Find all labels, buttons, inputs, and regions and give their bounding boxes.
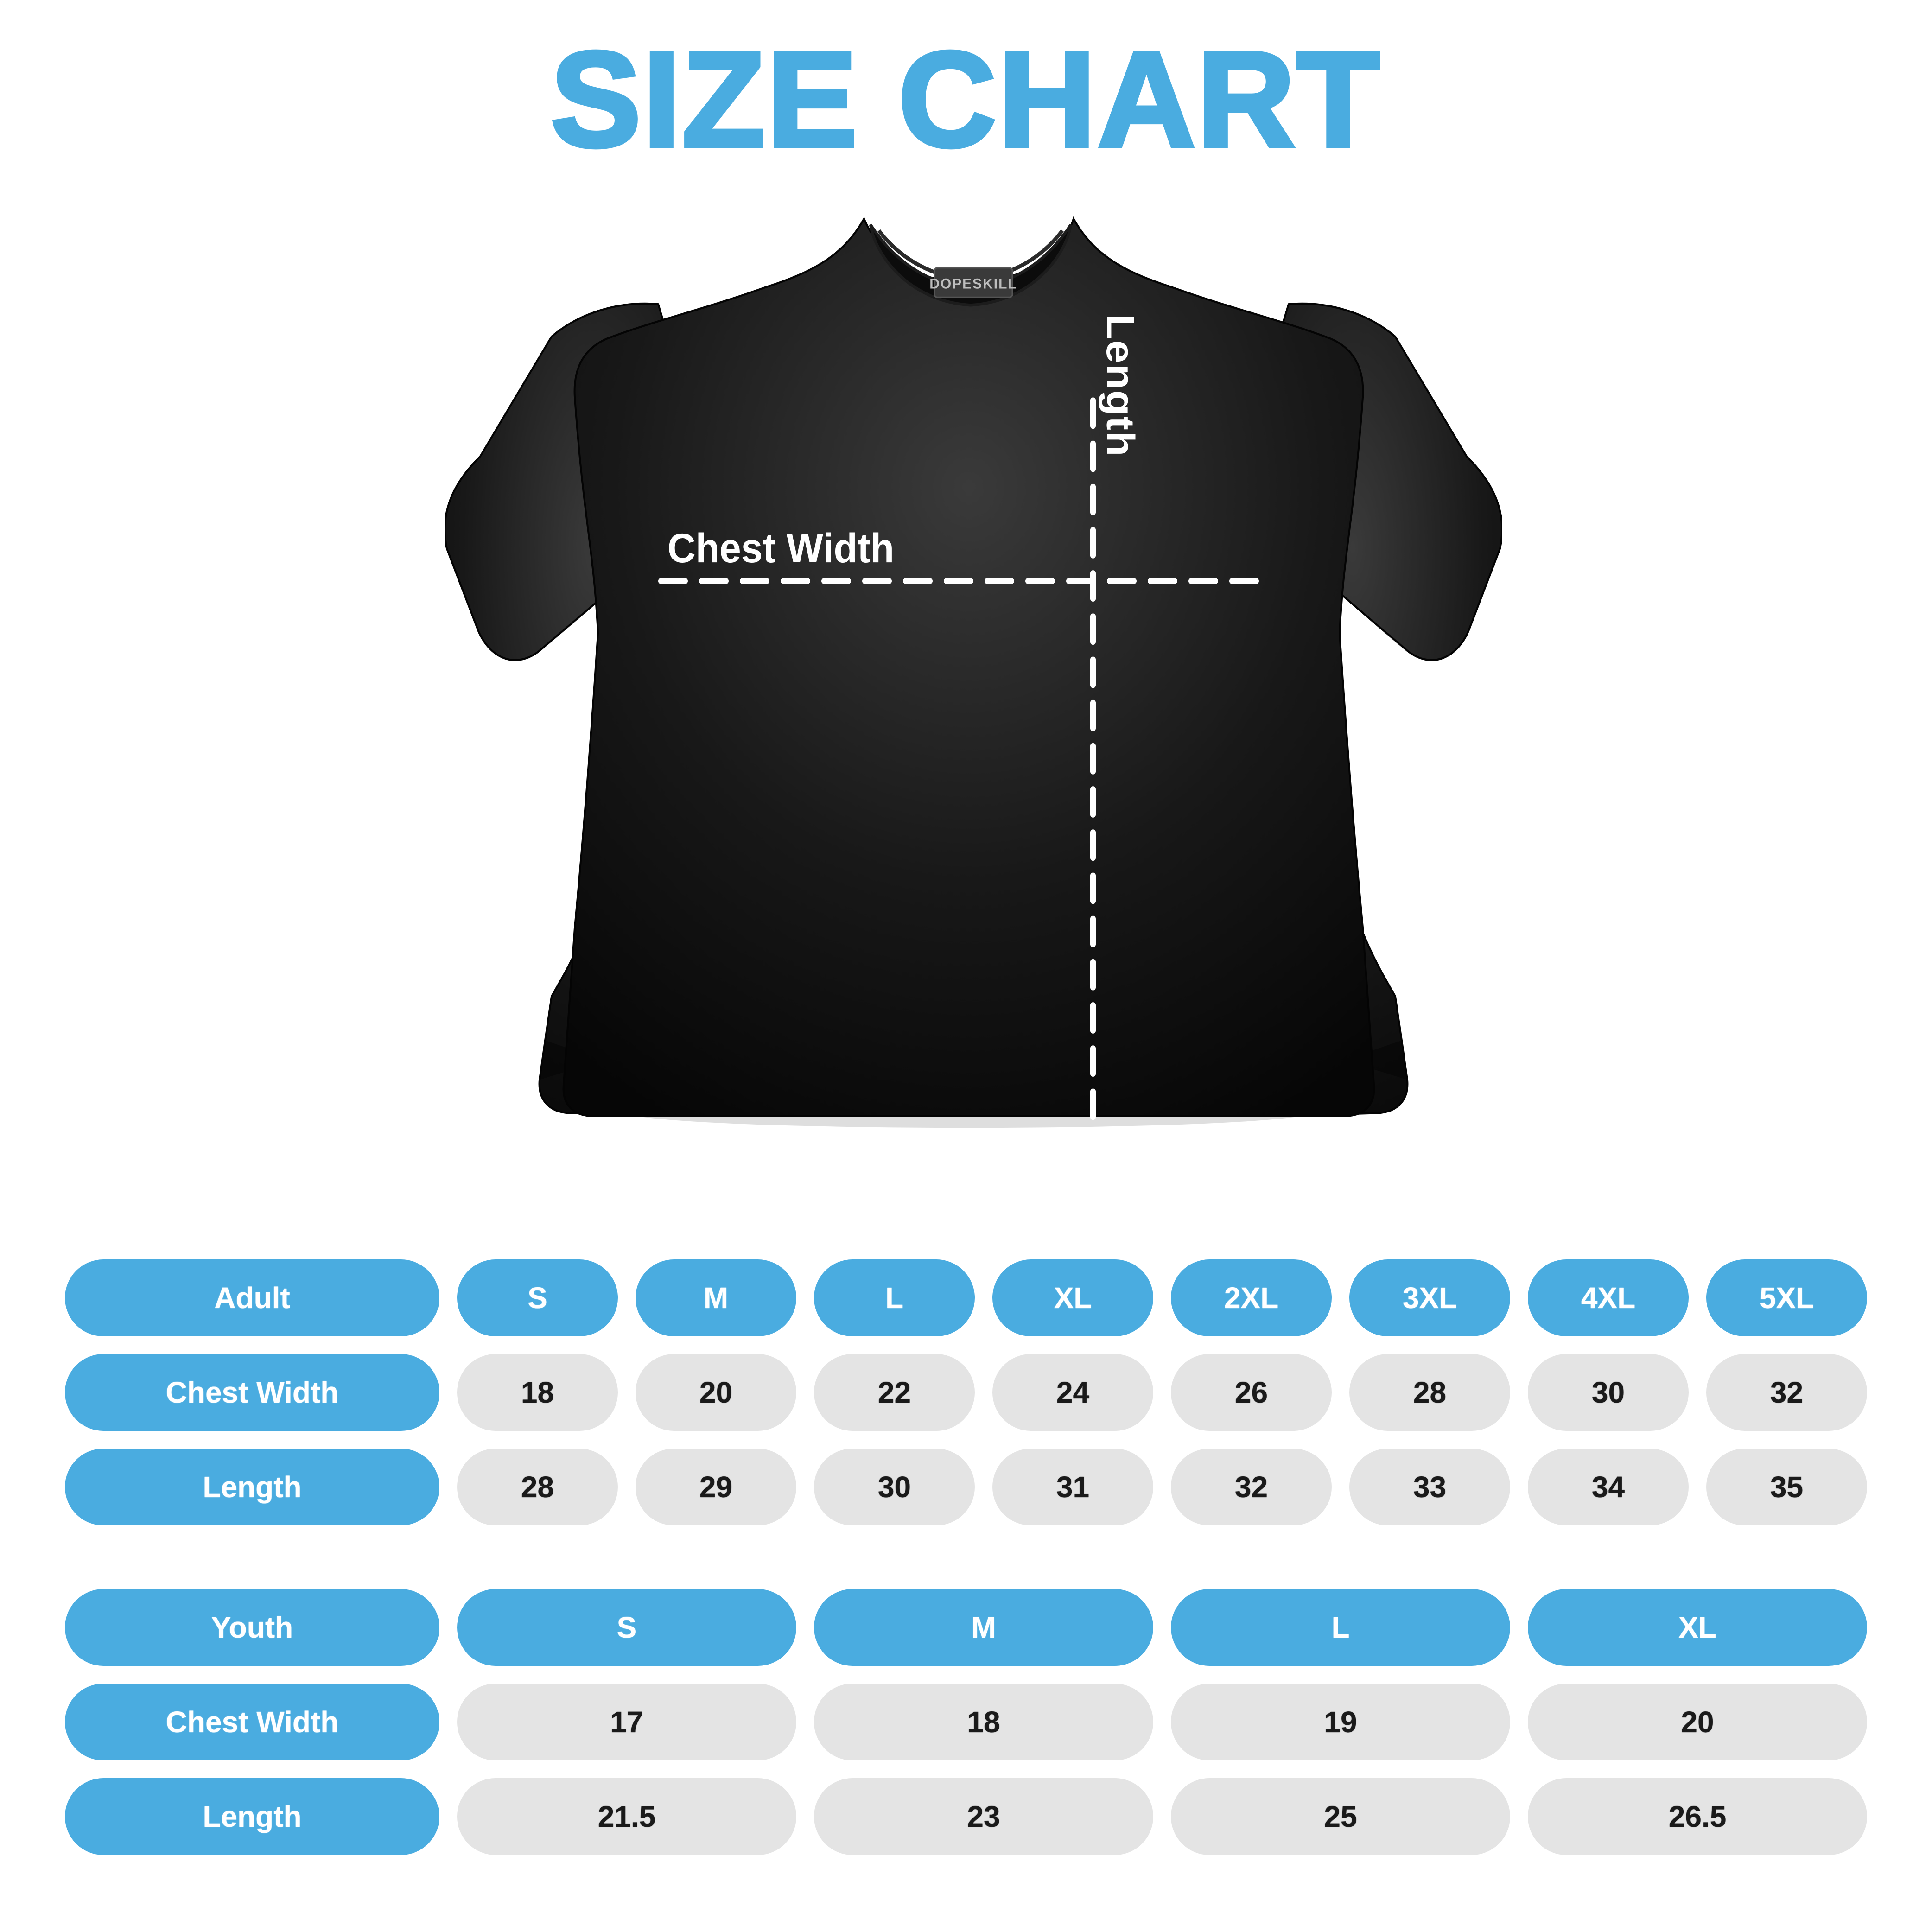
svg-text:DOPESKILL: DOPESKILL xyxy=(929,275,1017,292)
svg-text:Length: Length xyxy=(1099,314,1142,457)
svg-text:Chest Width: Chest Width xyxy=(667,526,894,572)
